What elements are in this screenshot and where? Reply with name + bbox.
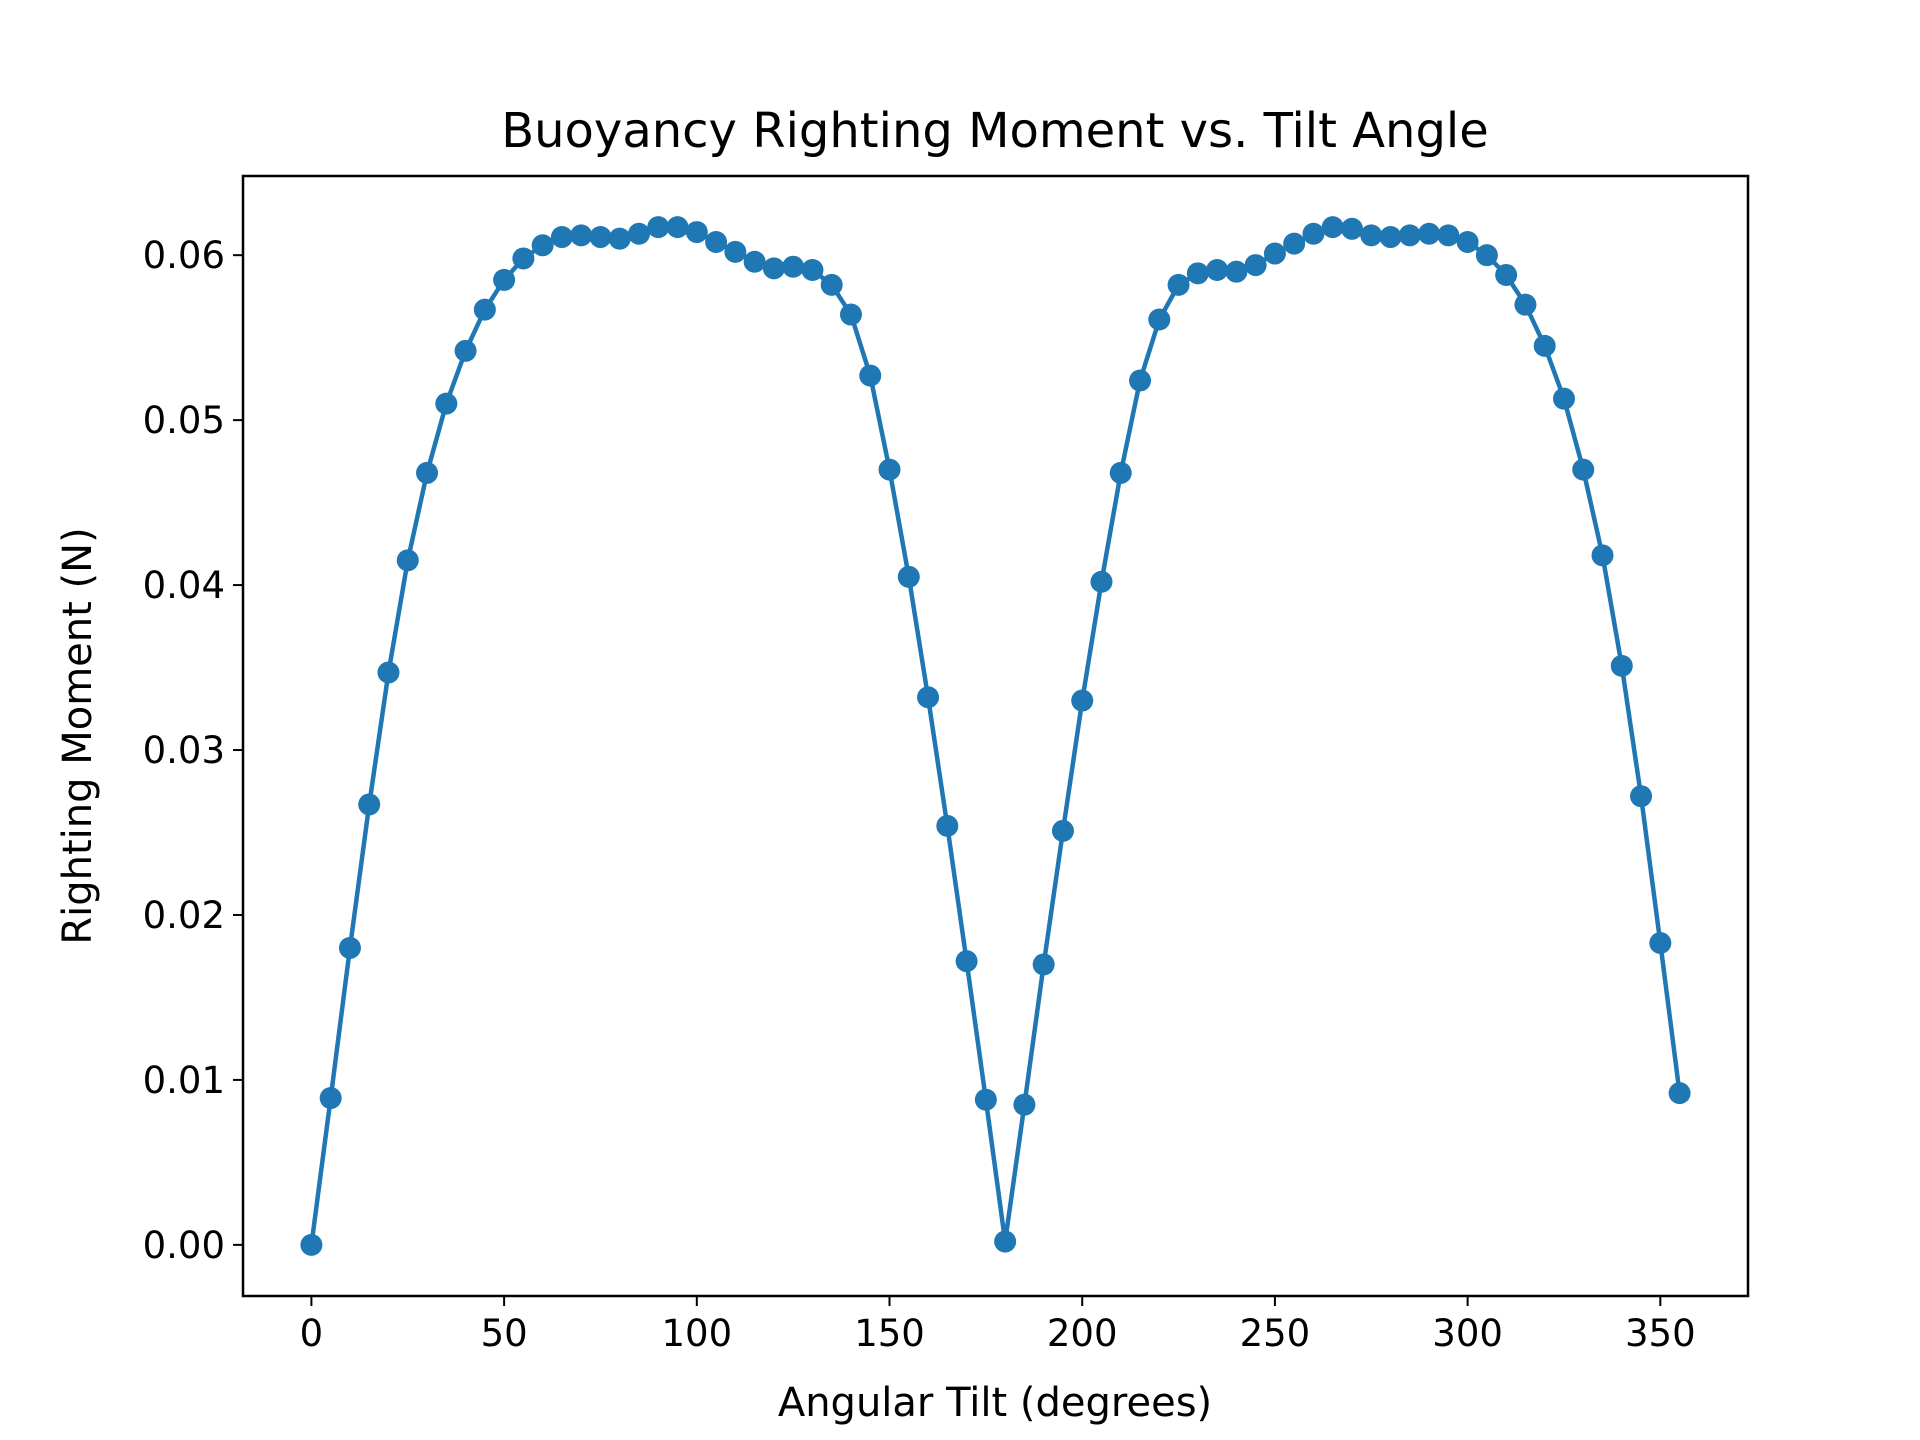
data-point: [435, 392, 458, 415]
x-tick-label: 250: [1240, 1312, 1311, 1355]
data-point: [1514, 293, 1537, 316]
data-point: [628, 222, 651, 245]
plot-frame: [241, 174, 1750, 1298]
data-point: [1533, 334, 1556, 357]
data-point: [1552, 387, 1575, 410]
data-point: [743, 250, 766, 273]
data-point: [1360, 224, 1383, 247]
x-tick-label: 150: [854, 1312, 925, 1355]
data-point: [1090, 570, 1113, 593]
data-point: [1302, 222, 1325, 245]
data-point: [358, 793, 381, 816]
data-point: [917, 686, 940, 709]
y-tick-label: 0.05: [143, 399, 225, 442]
data-point: [724, 240, 747, 263]
data-point: [1032, 953, 1055, 976]
y-tick-label: 0.04: [143, 564, 225, 607]
y-tick-label: 0.01: [143, 1059, 225, 1102]
data-point: [647, 216, 670, 239]
x-tick-label: 100: [661, 1312, 732, 1355]
data-point: [1630, 785, 1653, 808]
x-tick-label: 200: [1047, 1312, 1118, 1355]
data-point: [1244, 254, 1267, 277]
data-point: [762, 257, 785, 280]
data-point: [416, 461, 439, 484]
data-point: [1129, 369, 1152, 392]
data-point: [1263, 242, 1286, 265]
data-point: [666, 216, 689, 239]
data-point: [589, 226, 612, 249]
data-point: [338, 936, 361, 959]
x-tick-label: 50: [481, 1312, 528, 1355]
data-point: [570, 224, 593, 247]
data-point: [319, 1087, 342, 1110]
series-layer: [300, 216, 1691, 1256]
data-point: [550, 226, 573, 249]
data-point: [705, 230, 728, 253]
x-axis-label: Angular Tilt (degrees): [778, 1380, 1212, 1426]
data-point: [1071, 689, 1094, 712]
y-tick-label: 0.06: [143, 234, 225, 277]
data-point: [1649, 932, 1672, 955]
y-tick-label: 0.03: [143, 729, 225, 772]
data-point: [1572, 458, 1595, 481]
data-point: [1379, 226, 1402, 249]
data-point: [1013, 1093, 1036, 1116]
data-point: [1321, 216, 1344, 239]
data-point: [454, 339, 477, 362]
data-point: [493, 268, 516, 291]
data-point: [608, 227, 631, 250]
data-point: [1495, 263, 1518, 286]
data-point: [801, 259, 824, 282]
data-point: [1437, 224, 1460, 247]
data-point: [820, 273, 843, 296]
data-point: [1186, 262, 1209, 285]
data-point: [1398, 224, 1421, 247]
data-point: [1475, 244, 1498, 267]
data-point: [512, 247, 535, 270]
data-point: [936, 814, 959, 837]
x-tick-label: 350: [1625, 1312, 1696, 1355]
data-point: [1283, 232, 1306, 255]
chart-title: Buoyancy Righting Moment vs. Tilt Angle: [501, 103, 1489, 159]
data-point: [396, 549, 419, 572]
data-point: [878, 458, 901, 481]
data-point: [473, 298, 496, 321]
data-point: [1610, 654, 1633, 677]
data-point: [839, 303, 862, 326]
x-tick-label: 0: [300, 1312, 324, 1355]
data-point: [685, 221, 708, 244]
data-point: [974, 1088, 997, 1111]
x-axis: 0 50 100 150 200 250 300 350: [300, 1296, 1696, 1355]
data-point: [1456, 230, 1479, 253]
y-axis: 0.00 0.01 0.02 0.03 0.04 0.05 0.06: [143, 234, 243, 1267]
data-point: [897, 565, 920, 588]
data-point: [377, 661, 400, 684]
data-point: [531, 234, 554, 257]
data-point: [1109, 461, 1132, 484]
data-point: [1225, 260, 1248, 283]
data-point: [1668, 1082, 1691, 1105]
data-point: [1340, 217, 1363, 240]
data-point: [1418, 222, 1441, 245]
data-point: [1206, 259, 1229, 282]
y-tick-label: 0.00: [143, 1224, 225, 1267]
y-tick-label: 0.02: [143, 894, 225, 937]
data-point: [994, 1230, 1017, 1253]
data-point: [859, 364, 882, 387]
data-point: [782, 255, 805, 278]
data-point: [1167, 273, 1190, 296]
data-point: [1591, 544, 1614, 567]
data-point: [300, 1233, 323, 1256]
data-point: [955, 950, 978, 973]
data-point: [1148, 308, 1171, 331]
x-tick-label: 300: [1432, 1312, 1503, 1355]
y-axis-label: Righting Moment (N): [55, 527, 101, 944]
data-point: [1051, 819, 1074, 842]
